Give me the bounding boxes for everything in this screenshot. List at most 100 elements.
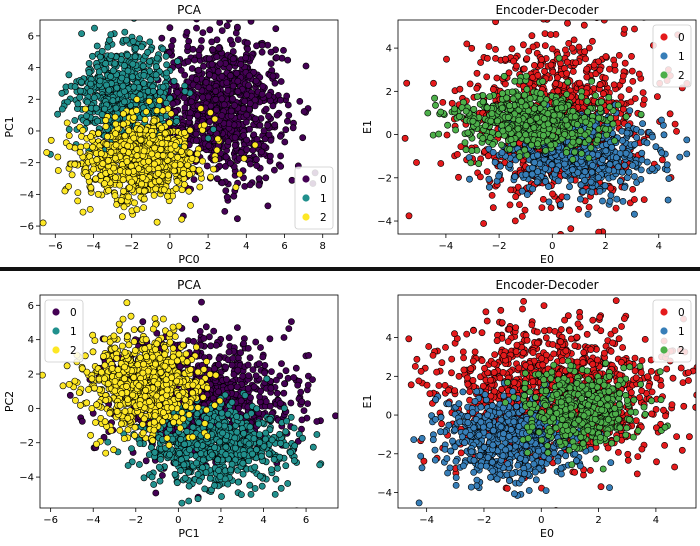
data-point	[259, 353, 267, 361]
data-point	[157, 145, 165, 153]
data-point	[588, 78, 595, 85]
data-point	[96, 77, 104, 85]
data-point	[629, 162, 636, 169]
data-point	[563, 58, 571, 66]
data-point	[456, 85, 464, 93]
data-point	[93, 42, 101, 50]
data-point	[585, 154, 593, 162]
data-point	[253, 42, 260, 50]
data-point	[163, 69, 170, 77]
data-point	[457, 143, 465, 150]
data-point	[194, 83, 202, 91]
data-point	[129, 38, 137, 45]
data-point	[245, 81, 252, 89]
data-point	[501, 55, 509, 63]
data-point	[489, 148, 497, 156]
data-point	[258, 90, 266, 98]
data-point	[146, 139, 153, 147]
data-point	[82, 105, 89, 113]
data-point	[131, 20, 137, 22]
data-point	[153, 54, 161, 62]
data-point	[586, 44, 593, 52]
data-point	[621, 161, 629, 169]
data-point	[198, 298, 205, 306]
data-point	[545, 198, 553, 206]
data-point	[187, 201, 194, 209]
data-point	[567, 225, 575, 233]
data-point	[629, 78, 637, 85]
data-point	[225, 334, 233, 342]
data-point	[71, 83, 79, 91]
data-point	[606, 65, 613, 73]
data-point	[483, 168, 491, 175]
data-point	[216, 20, 224, 26]
data-point	[144, 48, 151, 56]
data-point	[58, 89, 66, 97]
data-point	[140, 80, 148, 87]
data-point	[101, 105, 108, 113]
data-point	[618, 168, 626, 176]
data-point	[437, 160, 445, 167]
data-point	[84, 173, 91, 180]
data-point	[285, 112, 293, 119]
data-point	[608, 143, 616, 151]
data-point	[54, 153, 62, 161]
data-point	[621, 184, 628, 191]
legend: 012	[652, 24, 692, 88]
data-point	[283, 117, 291, 125]
data-point	[174, 153, 181, 161]
data-point	[277, 162, 285, 170]
data-point	[121, 98, 128, 106]
data-point	[145, 157, 152, 165]
data-point	[240, 340, 247, 347]
data-point	[78, 30, 85, 37]
data-point	[107, 52, 115, 59]
data-point	[302, 62, 310, 70]
x-tick-label: 2	[205, 241, 211, 252]
data-point	[161, 129, 169, 137]
data-point	[621, 25, 628, 33]
data-point	[260, 142, 268, 150]
data-point	[124, 142, 132, 150]
data-point	[112, 174, 119, 181]
data-point	[255, 181, 263, 189]
data-point	[582, 118, 590, 126]
data-point	[631, 140, 639, 148]
data-point	[488, 110, 496, 117]
data-point	[174, 57, 181, 65]
data-point	[617, 93, 625, 101]
data-point	[107, 148, 115, 156]
data-point	[528, 170, 536, 178]
data-point	[280, 47, 287, 54]
data-point	[300, 407, 308, 414]
data-point	[641, 20, 646, 21]
x-tick-label: 4	[656, 241, 662, 252]
data-point	[568, 44, 576, 52]
data-point	[596, 81, 604, 89]
data-point	[561, 160, 568, 168]
data-point	[192, 130, 200, 138]
data-point	[480, 220, 487, 227]
data-point	[506, 201, 514, 209]
y-tick-label: 4	[386, 44, 392, 55]
legend-box	[652, 24, 692, 88]
data-point	[232, 29, 240, 37]
data-point	[133, 145, 141, 153]
data-point	[616, 1, 622, 7]
data-point	[170, 77, 178, 85]
data-point	[533, 178, 541, 186]
data-point	[575, 205, 582, 213]
data-point	[555, 177, 562, 185]
data-point	[233, 69, 241, 77]
data-point	[74, 100, 82, 108]
data-point	[202, 79, 210, 86]
data-point	[547, 204, 555, 212]
x-tick-label: −4	[86, 241, 101, 252]
data-point	[594, 136, 601, 144]
data-point	[292, 364, 300, 372]
data-point	[177, 67, 185, 74]
data-point	[218, 95, 226, 103]
data-point	[231, 133, 239, 141]
data-point	[533, 114, 541, 122]
data-point	[287, 318, 295, 325]
